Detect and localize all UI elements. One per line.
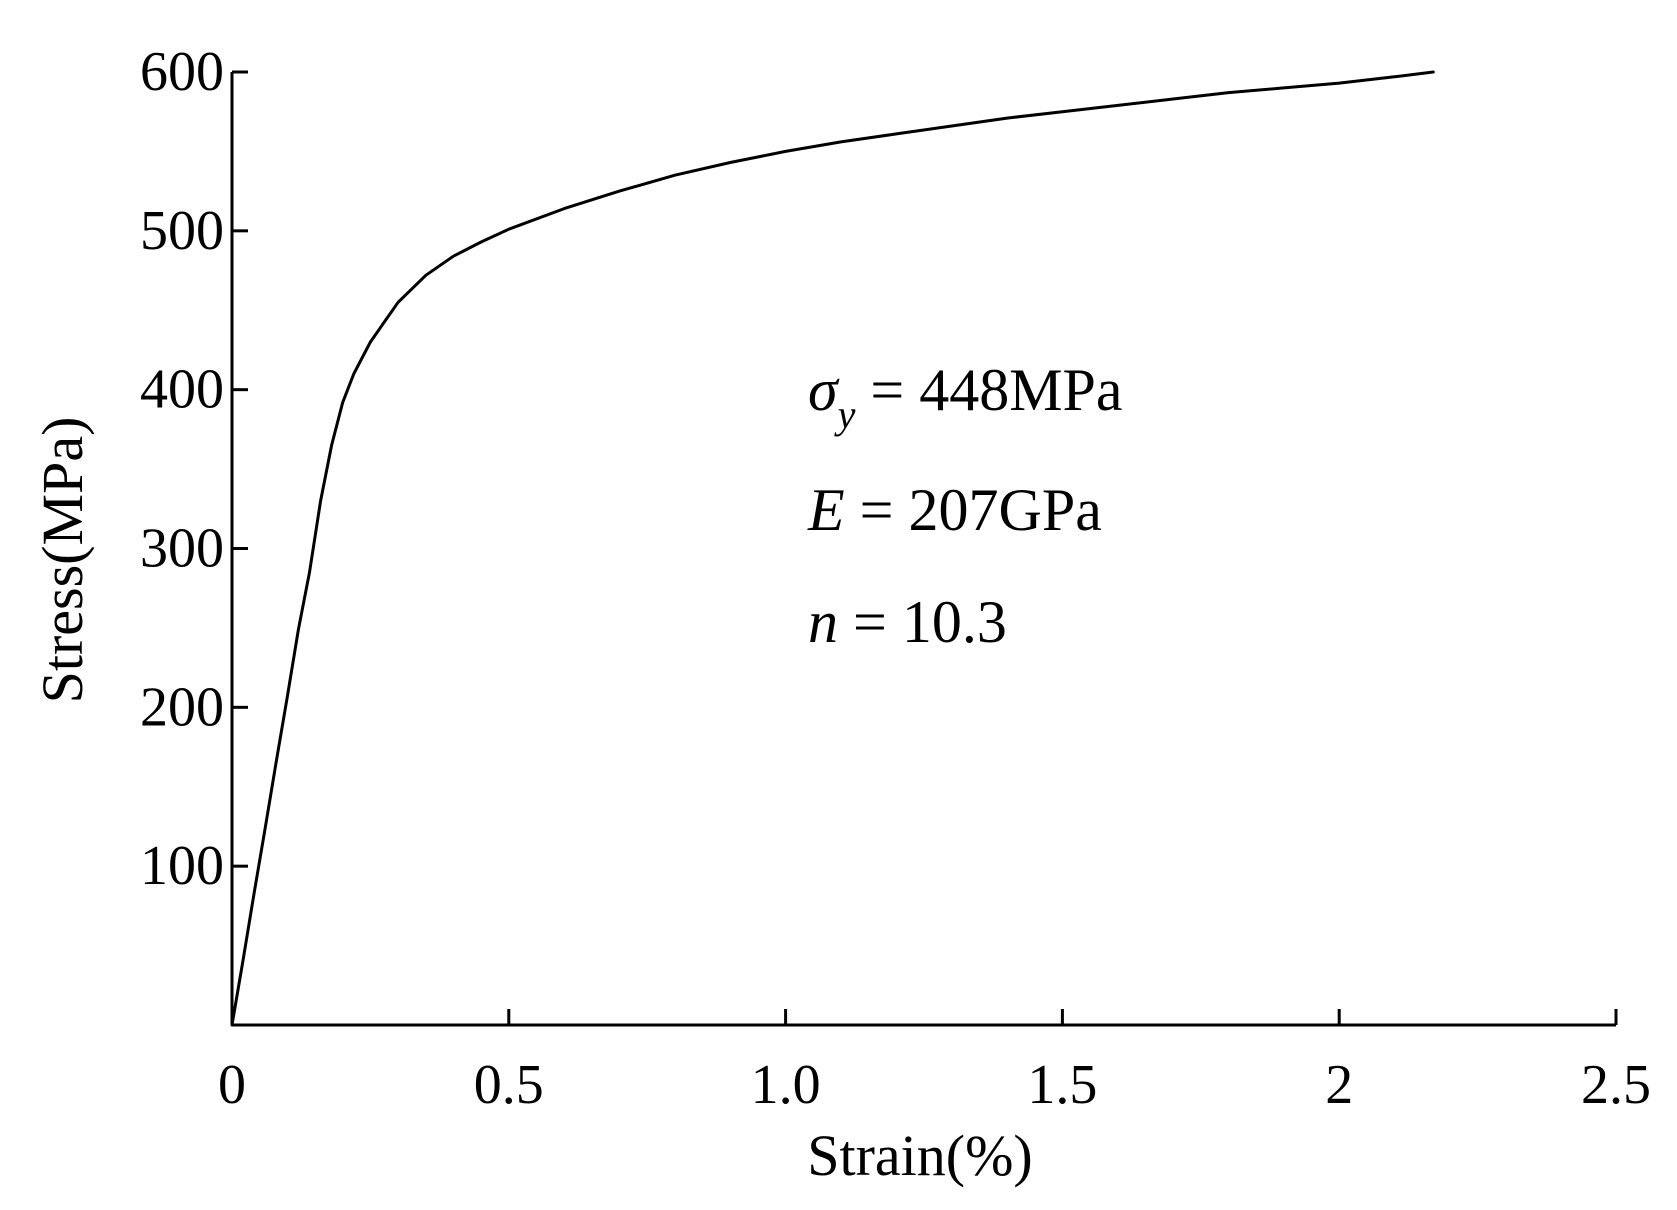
annotation-hardening-exponent: n = 10.3 [808,589,1007,655]
annotation-exponent-symbol: n [808,589,838,655]
y-tick-label: 200 [140,676,224,738]
x-tick-label: 1.0 [751,1054,821,1116]
annotation-modulus-symbol: E [807,477,845,543]
annotation-yield-value: = 448MPa [855,357,1122,423]
ticks: 0 0.5 1.0 1.5 2 2.5 100 200 300 400 500 600 [140,41,1651,1116]
x-tick-label: 1.5 [1027,1054,1097,1116]
series [230,70,1435,1027]
y-axis-title: Stress(MPa) [30,417,95,704]
annotation-exponent-value: = 10.3 [838,589,1007,655]
stress-strain-curve [230,70,1435,1027]
annotation-modulus-value: = 207GPa [845,477,1102,543]
annotation-yield-subscript: y [834,392,856,437]
y-tick-label: 600 [140,41,224,103]
y-tick-label: 500 [140,200,224,262]
annotation-yield-stress: σy = 448MPa [808,357,1123,437]
x-tick-label: 0.5 [474,1054,544,1116]
x-tick-label: 2.5 [1581,1054,1651,1116]
annotations: σy = 448MPa E = 207GPa n = 10.3 [807,357,1123,655]
annotation-modulus: E = 207GPa [807,477,1102,543]
y-tick-label: 300 [140,518,224,580]
x-tick-label: 2 [1325,1054,1353,1116]
y-tick-label: 100 [140,835,224,897]
x-axis-title: Strain(%) [807,1123,1033,1188]
x-tick-label: 0 [218,1054,246,1116]
axes [230,72,1616,1027]
y-tick-label: 400 [140,359,224,421]
annotation-yield-symbol: σ [808,357,840,423]
